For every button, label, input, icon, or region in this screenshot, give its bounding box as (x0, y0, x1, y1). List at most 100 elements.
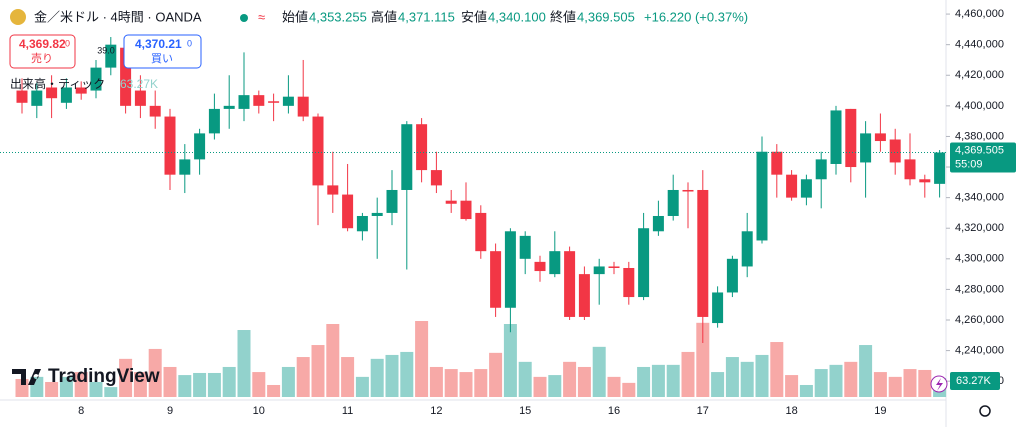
candle-body (149, 105, 161, 117)
candle-body (297, 96, 309, 117)
y-tick-label: 4,300,000 (955, 253, 1004, 265)
status-dot (240, 14, 248, 22)
volume-bar (548, 375, 562, 397)
candle-body (327, 185, 339, 195)
candle-body (638, 228, 650, 298)
spread: 39.0 (97, 45, 115, 55)
candle-body (534, 261, 546, 272)
volume-bar (563, 361, 577, 397)
lightning-icon (936, 378, 943, 391)
buy-button[interactable] (123, 34, 202, 69)
candle-body (593, 266, 605, 275)
status-icon: ≈ (258, 9, 265, 24)
header-label: 始値 (282, 9, 308, 24)
candle-body (16, 90, 28, 103)
x-tick-label: 9 (167, 405, 173, 417)
volume-bar (178, 375, 192, 397)
volume-bar (222, 366, 236, 397)
volume-bar (770, 342, 784, 397)
candle-body (416, 124, 428, 171)
sell-button[interactable] (9, 34, 76, 69)
volume-bar (518, 361, 532, 397)
sell-digit: 0 (65, 38, 70, 48)
volume-tag-label: 63.27K (956, 375, 992, 387)
candle-body (253, 95, 265, 106)
candle-body (815, 159, 827, 180)
y-tick-label: 4,260,000 (955, 314, 1004, 326)
volume-bar (45, 381, 59, 397)
candle-body (460, 200, 472, 220)
candle-body (845, 108, 857, 168)
volume-bar (829, 364, 843, 397)
candle-body (578, 274, 590, 317)
candle-body (860, 133, 872, 163)
y-tick-label: 4,440,000 (955, 39, 1004, 51)
settings-icon (979, 405, 991, 417)
candle-body (75, 87, 87, 94)
volume-bar (785, 375, 799, 397)
volume-bar (400, 351, 414, 397)
candle-body (268, 101, 280, 103)
header-label: 終値 (550, 9, 576, 24)
volume-bar (415, 321, 429, 397)
candle-body (208, 108, 220, 134)
sell-label: 売り (31, 52, 53, 65)
volume-bar (59, 376, 73, 397)
x-tick-label: 10 (253, 405, 265, 417)
symbol-icon (10, 9, 26, 25)
candle-body (342, 194, 354, 229)
candle-body (445, 200, 457, 204)
volume-bar (355, 376, 369, 397)
header-value: 4,369.505 (577, 9, 635, 24)
candle-body (401, 124, 413, 190)
volume-legend-label: 出来高・ティック (10, 76, 105, 91)
header-label: 安値 (461, 9, 487, 24)
volume-bar (89, 381, 103, 397)
volume-bar (607, 376, 621, 397)
buy-price: 4,370.21 (135, 37, 182, 51)
volume-bar (577, 366, 591, 397)
y-tick-label: 4,380,000 (955, 130, 1004, 142)
candle-body (120, 47, 132, 106)
volume-tag (950, 372, 1000, 390)
x-tick-label: 8 (78, 405, 84, 417)
header-value: 4,340.100 (488, 9, 546, 24)
volume-bar (903, 369, 917, 397)
x-tick-label: 15 (519, 405, 531, 417)
volume-bar (592, 346, 606, 397)
candle-body (756, 151, 768, 241)
countdown: 55:09 (955, 158, 983, 170)
header-value: 4,353.255 (309, 9, 367, 24)
volume-bar (888, 376, 902, 397)
volume-bar (341, 357, 355, 397)
volume-bar (163, 366, 177, 397)
last-price-tag (950, 142, 1016, 173)
volume-bar (637, 366, 651, 397)
volume-bar (918, 369, 932, 397)
candle-body (386, 189, 398, 213)
candle-body (608, 266, 620, 268)
volume-bar (725, 357, 739, 397)
volume-bar (237, 330, 251, 397)
volume-bar (681, 351, 695, 397)
buy-digit: 0 (187, 38, 192, 48)
x-tick-label: 18 (785, 405, 797, 417)
volume-bar (267, 384, 281, 397)
volume-bar (148, 348, 162, 397)
candle-body (312, 116, 324, 186)
volume-bar (326, 324, 340, 397)
volume-bar (429, 366, 443, 397)
volume-bar (859, 345, 873, 397)
header-label: 高値 (371, 9, 397, 24)
y-tick-label: 4,280,000 (955, 283, 1004, 295)
candle-body (371, 212, 383, 216)
volume-bar (622, 382, 636, 397)
volume-bar (104, 387, 118, 397)
candle-body (105, 44, 117, 68)
candle-body (238, 95, 250, 109)
volume-bar (711, 372, 725, 397)
volume-bar (370, 358, 384, 397)
x-tick-label: 17 (697, 405, 709, 417)
x-tick-label: 19 (874, 405, 886, 417)
